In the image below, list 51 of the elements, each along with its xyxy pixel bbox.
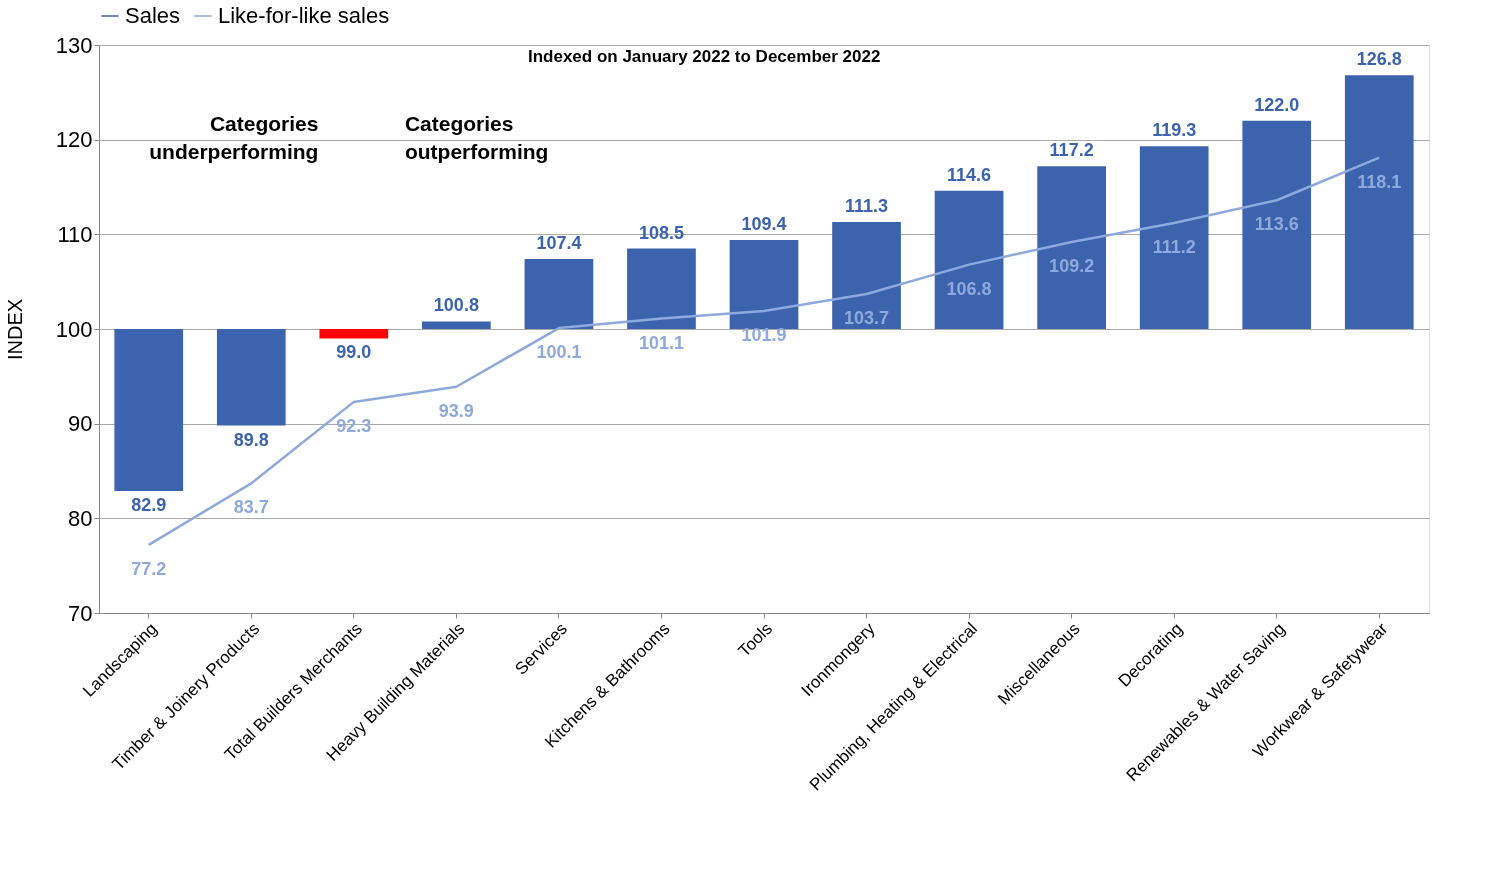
y-tick-label: 120 (55, 127, 93, 153)
bar (319, 329, 389, 339)
y-tick-label: 110 (57, 221, 93, 247)
data-label: 100.8 (433, 295, 479, 316)
data-label: 83.7 (233, 497, 269, 518)
bar (934, 190, 1004, 329)
bar (1242, 120, 1312, 329)
y-tick-label: 70 (68, 600, 93, 626)
annotation: Categories underperforming (149, 112, 319, 163)
data-label: 113.6 (1254, 214, 1299, 235)
legend-label: Sales (125, 3, 181, 28)
data-label: 103.7 (844, 307, 890, 328)
y-tick-label: 130 (55, 32, 93, 58)
y-tick-label: 80 (68, 505, 93, 531)
data-label: 119.3 (1152, 120, 1197, 141)
data-label: 108.5 (638, 222, 684, 243)
bar (1037, 166, 1106, 329)
data-label: 122.0 (1254, 94, 1300, 115)
bar (524, 258, 594, 329)
data-label: 117.2 (1049, 140, 1094, 161)
data-label: 101.9 (741, 325, 787, 346)
bar (216, 329, 286, 426)
data-label: 111.3 (845, 196, 889, 217)
y-tick-label: 90 (68, 411, 93, 437)
data-label: 107.4 (536, 232, 582, 253)
data-label: 109.4 (741, 214, 787, 235)
data-label: 77.2 (131, 558, 167, 579)
bar (832, 222, 901, 329)
annotation: Categories outperforming (404, 112, 549, 163)
data-label: 82.9 (131, 494, 167, 515)
data-label: 100.1 (536, 342, 582, 363)
bar (1139, 146, 1209, 329)
bar (422, 321, 491, 329)
data-label: 89.8 (233, 429, 269, 450)
data-label: 106.8 (946, 278, 992, 299)
legend-label: Like-for-like sales (218, 3, 390, 28)
data-label: 101.1 (638, 332, 684, 353)
annotation: Indexed on January 2022 to December 2022 (527, 47, 881, 66)
bar (729, 240, 799, 329)
bar (627, 248, 696, 329)
bar (114, 329, 184, 491)
y-axis-title: INDEX (3, 298, 26, 361)
data-label: 93.9 (438, 400, 474, 421)
y-tick-label: 100 (55, 316, 93, 342)
data-label: 126.8 (1356, 49, 1402, 70)
bar (1344, 75, 1414, 329)
data-label: 109.2 (1049, 255, 1095, 276)
data-label: 111.2 (1152, 236, 1196, 257)
data-label: 118.1 (1357, 171, 1402, 192)
data-label: 114.6 (947, 164, 992, 185)
data-label: 99.0 (336, 342, 372, 363)
